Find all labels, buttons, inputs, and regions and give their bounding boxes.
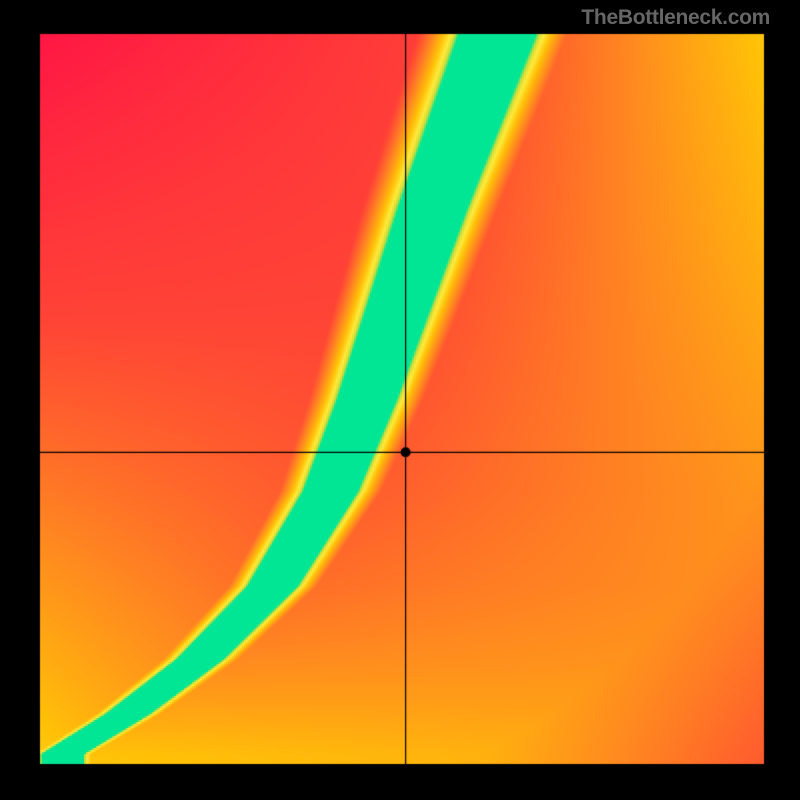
heatmap-canvas (0, 0, 800, 800)
watermark-text: TheBottleneck.com (581, 6, 770, 30)
chart-container: { "watermark": { "text": "TheBottleneck.… (0, 0, 800, 800)
